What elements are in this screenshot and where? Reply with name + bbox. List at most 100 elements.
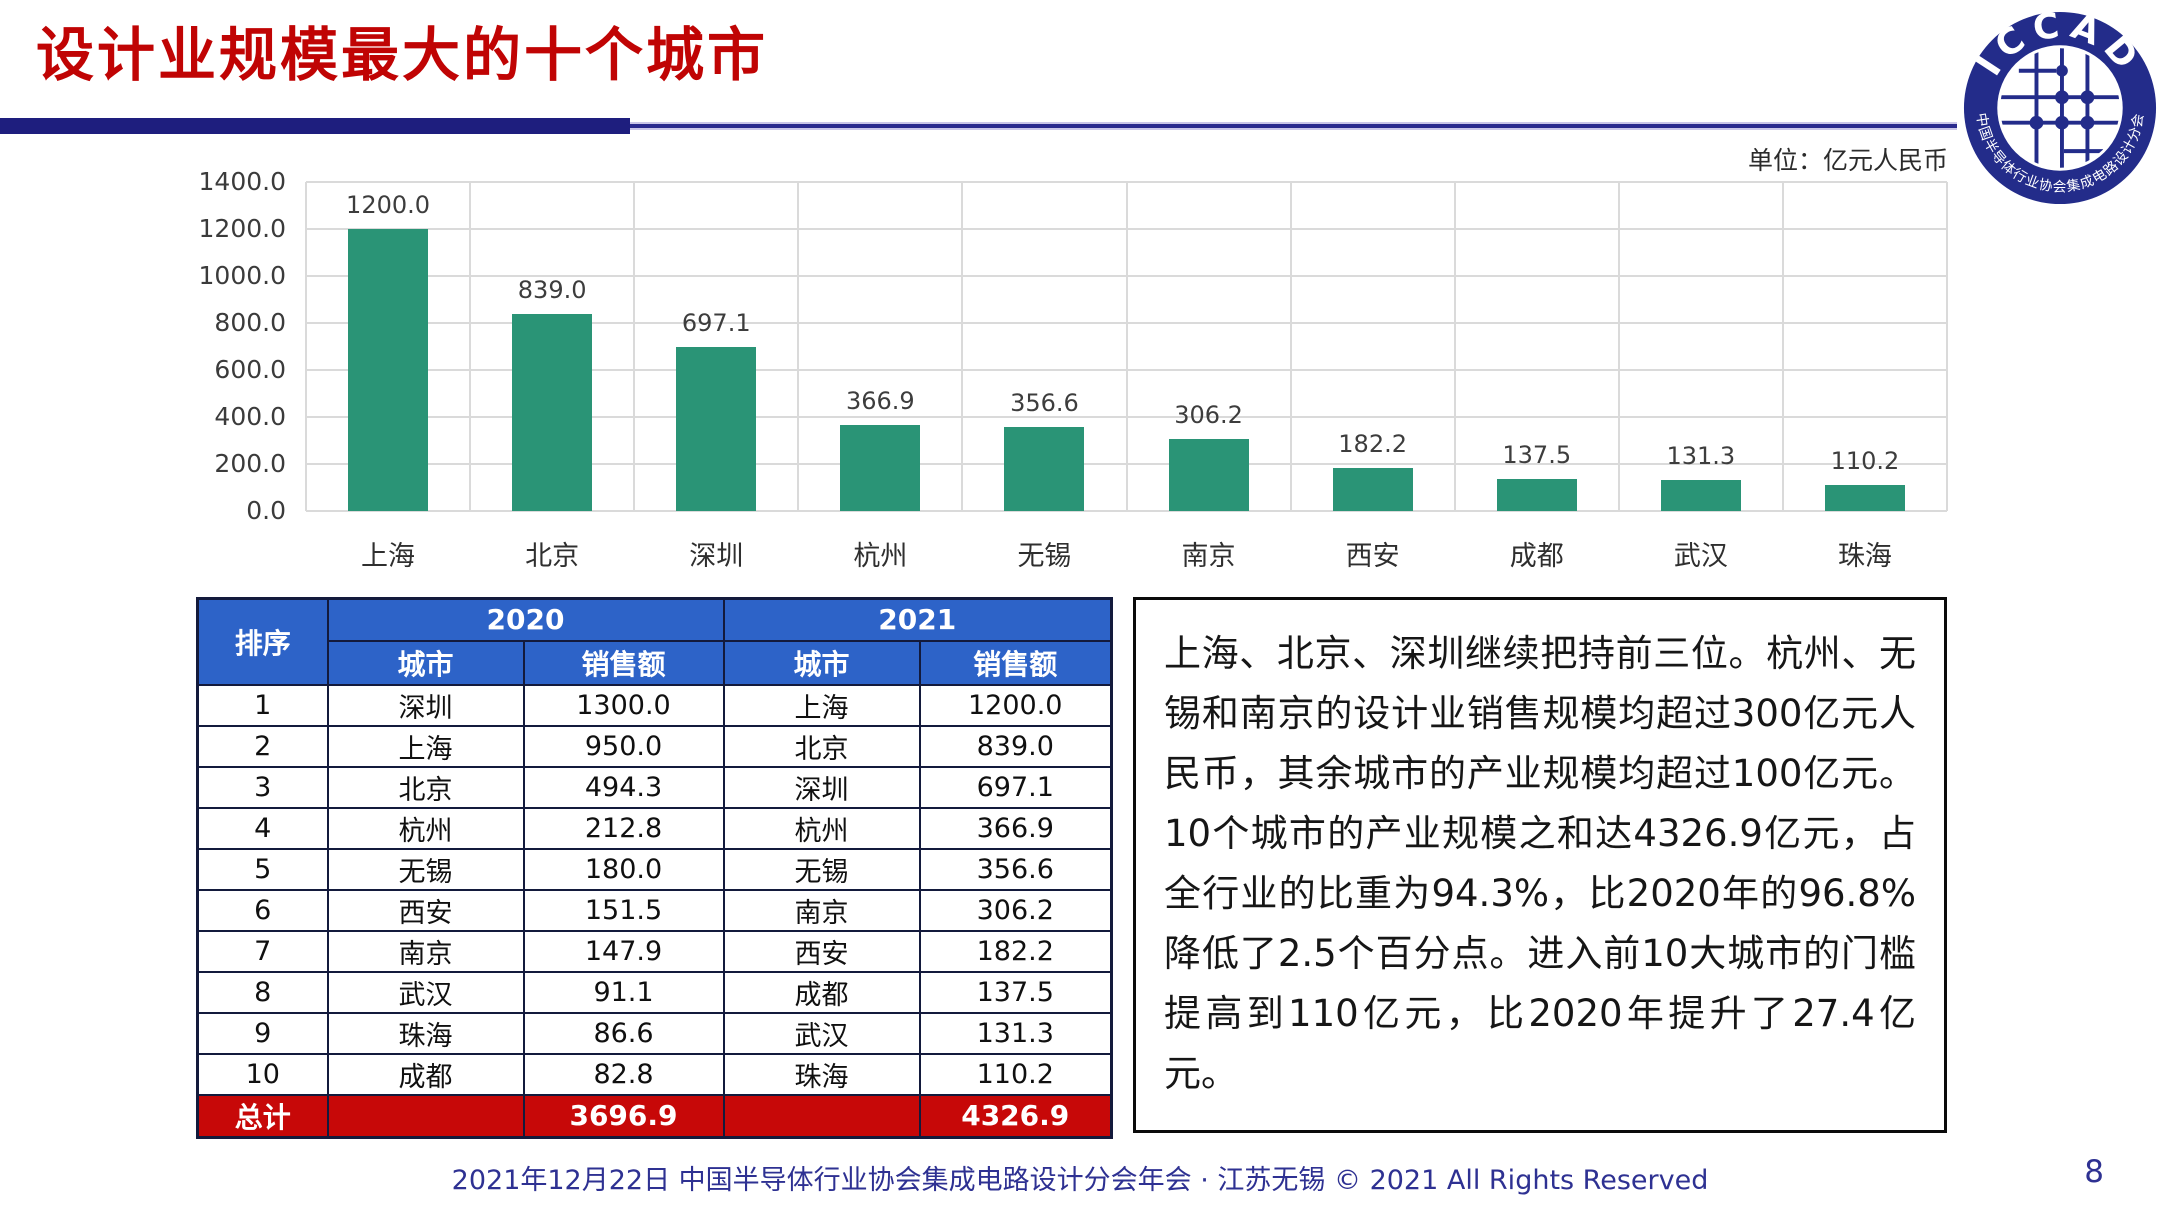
city-2021-cell: 北京 [722, 724, 921, 768]
city-2020-cell: 北京 [326, 765, 525, 809]
rank-cell: 7 [196, 929, 329, 973]
x-axis-category-label: 珠海 [1837, 541, 1892, 572]
city-2021-cell: 西安 [722, 929, 921, 973]
sales-2020-cell: 180.0 [522, 847, 725, 891]
chart-x-axis: 上海 北京 深圳 杭州 无锡 南京 西安 成都 武汉 珠海 [306, 534, 1947, 574]
sales-2020-cell: 91.1 [522, 970, 725, 1014]
city-2021-cell: 成都 [722, 970, 921, 1014]
sales-2021-cell: 306.2 [918, 888, 1113, 932]
title-underline [0, 118, 1957, 134]
table-row: 8 武汉 91.1 成都 137.5 [196, 970, 1113, 1014]
sales-2021-cell: 1200.0 [918, 683, 1113, 727]
bar-武汉 [1660, 480, 1741, 511]
city-2020-cell: 深圳 [326, 683, 525, 727]
city-2021-cell: 深圳 [722, 765, 921, 809]
rank-cell: 5 [196, 847, 329, 891]
gridline-horizontal [306, 510, 1947, 512]
x-axis-category-label: 武汉 [1673, 541, 1728, 572]
bar-上海 [348, 229, 429, 511]
gridline-vertical [1781, 182, 1784, 511]
y-axis-tick-label: 0.0 [246, 496, 286, 525]
header-sales-2020: 销售额 [522, 639, 725, 686]
sales-2021-cell: 131.3 [918, 1011, 1113, 1055]
header-year-2020: 2020 [326, 597, 725, 642]
rank-cell: 6 [196, 888, 329, 932]
table-row: 10 成都 82.8 珠海 110.2 [196, 1052, 1113, 1096]
city-2020-cell: 无锡 [326, 847, 525, 891]
city-2021-cell: 珠海 [722, 1052, 921, 1096]
sales-2020-cell: 494.3 [522, 765, 725, 809]
table-row: 2 上海 950.0 北京 839.0 [196, 724, 1113, 768]
gridline-vertical [797, 182, 800, 511]
table-header: 排序 2020 2021 城市 销售额 城市 销售额 [196, 597, 1113, 686]
x-axis-category-label: 北京 [525, 541, 580, 572]
bar-value-label: 366.9 [845, 386, 915, 415]
table-row: 3 北京 494.3 深圳 697.1 [196, 765, 1113, 809]
total-label: 总计 [196, 1093, 329, 1138]
x-axis-category-label: 上海 [361, 541, 416, 572]
total-empty-cell [722, 1093, 921, 1138]
header-rank: 排序 [196, 597, 329, 686]
commentary-box: 上海、北京、深圳继续把持前三位。杭州、无锡和南京的设计业销售规模均超过300亿元… [1133, 597, 1947, 1133]
bar-深圳 [676, 347, 757, 511]
title-underline-thin [630, 124, 1957, 128]
city-2021-cell: 无锡 [722, 847, 921, 891]
sales-2021-cell: 182.2 [918, 929, 1113, 973]
gridline-vertical [1617, 182, 1620, 511]
table-row: 7 南京 147.9 西安 182.2 [196, 929, 1113, 973]
sales-2020-cell: 950.0 [522, 724, 725, 768]
bar-value-label: 131.3 [1666, 442, 1736, 471]
rank-cell: 4 [196, 806, 329, 850]
y-axis-tick-label: 600.0 [214, 355, 286, 384]
logo-circuit-dots [2029, 64, 2095, 130]
sales-2021-cell: 697.1 [918, 765, 1113, 809]
chart-y-axis: 1400.0 1200.0 1000.0 800.0 600.0 400.0 200.0 0.… [150, 167, 296, 525]
rank-cell: 9 [196, 1011, 329, 1055]
sales-2021-cell: 137.5 [918, 970, 1113, 1014]
rank-cell: 8 [196, 970, 329, 1014]
gridline-vertical [1289, 182, 1292, 511]
x-axis-category-label: 杭州 [853, 541, 908, 572]
total-2021: 4326.9 [918, 1093, 1113, 1138]
header-sales-2021: 销售额 [918, 639, 1113, 686]
header-year-2021: 2021 [722, 597, 1113, 642]
gridline-vertical [961, 182, 964, 511]
total-2020: 3696.9 [522, 1093, 725, 1138]
bar-无锡 [1004, 427, 1085, 511]
y-axis-tick-label: 1400.0 [198, 167, 286, 196]
bar-成都 [1496, 478, 1577, 511]
table-row: 5 无锡 180.0 无锡 356.6 [196, 847, 1113, 891]
page-title: 设计业规模最大的十个城市 [36, 21, 769, 89]
table-body: 1 深圳 1300.0 上海 1200.0 2 上海 950.0 北京 839.0 3 北京 494.3… [196, 683, 1113, 1096]
bar-value-label: 697.1 [681, 309, 751, 338]
y-axis-tick-label: 200.0 [214, 449, 286, 478]
city-2021-cell: 南京 [722, 888, 921, 932]
bar-value-label: 1200.0 [346, 191, 431, 219]
bar-珠海 [1824, 485, 1905, 511]
bar-北京 [512, 313, 593, 511]
bar-value-label: 839.0 [517, 275, 587, 304]
sales-2020-cell: 82.8 [522, 1052, 725, 1096]
gridline-vertical [1453, 182, 1456, 511]
sales-2021-cell: 839.0 [918, 724, 1113, 768]
y-axis-tick-label: 1200.0 [198, 214, 286, 243]
table-row: 6 西安 151.5 南京 306.2 [196, 888, 1113, 932]
sales-2020-cell: 147.9 [522, 929, 725, 973]
y-axis-tick-label: 1000.0 [198, 261, 286, 290]
city-2020-cell: 杭州 [326, 806, 525, 850]
rank-cell: 10 [196, 1052, 329, 1096]
rank-cell: 1 [196, 683, 329, 727]
sales-2020-cell: 86.6 [522, 1011, 725, 1055]
bar-南京 [1168, 439, 1249, 511]
iccad-logo-icon: ICCAD 中国半导体行业协会集成电路设计分会 [1962, 4, 2158, 206]
bar-杭州 [840, 424, 921, 511]
city-2021-cell: 上海 [722, 683, 921, 727]
gridline-vertical [1946, 182, 1948, 511]
bar-value-label: 182.2 [1338, 430, 1407, 459]
y-axis-tick-label: 800.0 [214, 308, 286, 337]
header-city-2021: 城市 [722, 639, 921, 686]
x-axis-category-label: 成都 [1509, 541, 1564, 572]
chart-plot: 1200.0 839.0 697.1 366.9 356.6 306.2 182.2 137.… [305, 181, 1948, 512]
footer-text: 2021年12月22日 中国半导体行业协会集成电路设计分会年会 · 江苏无锡 ©… [451, 1165, 1709, 1196]
gridline-vertical [633, 182, 636, 511]
